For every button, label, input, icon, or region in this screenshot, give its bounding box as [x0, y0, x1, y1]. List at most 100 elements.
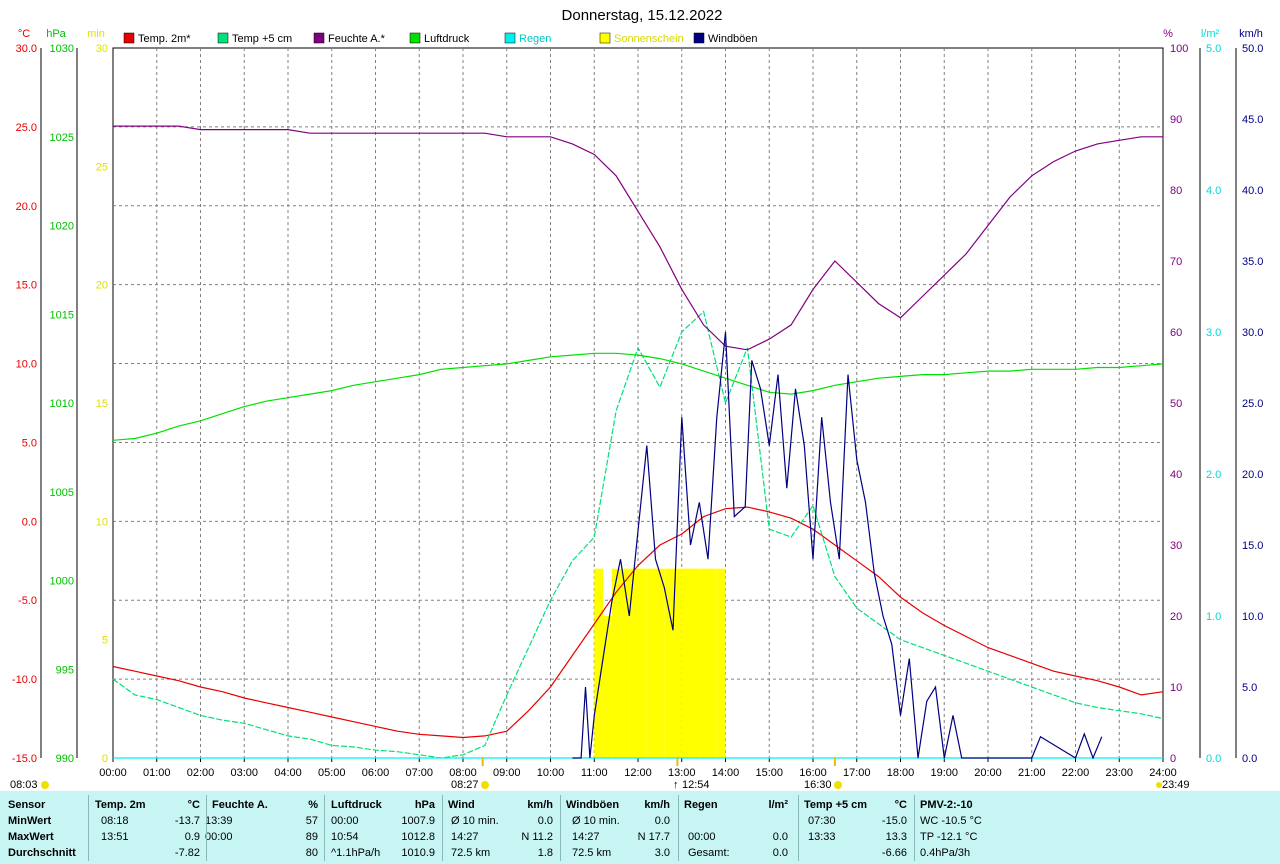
pressure-tick-label: 1015 [50, 309, 74, 321]
row-label: MaxWert [8, 831, 54, 843]
legend-swatch [504, 32, 516, 44]
humidity-time: 00:00 [205, 831, 233, 843]
legend-swatch [313, 32, 325, 44]
sun-tick-label: 15 [96, 398, 108, 410]
sunshine-bar [611, 568, 621, 758]
row-label: Durchschnitt [8, 847, 76, 859]
gust-value: 3.0 [654, 847, 670, 859]
legend-label: Regen [519, 33, 551, 45]
sunshine-bar [673, 568, 682, 758]
legend-swatch [599, 32, 611, 44]
humidity-value: 80 [305, 847, 318, 859]
legend-swatch [693, 32, 705, 44]
temp-tick-label: 5.0 [22, 437, 37, 449]
series-line [112, 352, 1164, 441]
wind-tick-label: 30.0 [1242, 327, 1263, 339]
wind-label: 14:27 [451, 831, 479, 843]
pressure-value: 1010.9 [401, 847, 435, 859]
column-separator [206, 795, 207, 861]
wind-label: Ø 10 min. [451, 815, 499, 827]
wind-tick-label: 20.0 [1242, 469, 1263, 481]
legend-label: Temp. 2m* [138, 33, 191, 45]
legend-swatch [217, 32, 229, 44]
humidity-tick-label: 40 [1170, 469, 1182, 481]
humidity-value: 57 [305, 815, 318, 827]
header-rain: Regen [684, 799, 718, 811]
humidity-time: 13:39 [205, 815, 233, 827]
gust-value: 0.0 [654, 815, 670, 827]
x-tick-label: 04:00 [274, 767, 302, 779]
pressure-tick-label: 995 [56, 664, 74, 676]
sunset-time: 16:30 [804, 779, 832, 791]
pmv-value: WC -10.5 °C [920, 815, 982, 827]
wind-tick-label: 25.0 [1242, 398, 1263, 410]
x-tick-label: 22:00 [1062, 767, 1090, 779]
temp5-value: -15.0 [881, 815, 907, 827]
temp-tick-label: -15.0 [12, 753, 37, 765]
wind-unit: km/h [1239, 28, 1263, 40]
pressure-unit: hPa [46, 28, 66, 40]
humidity-tick-label: 80 [1170, 185, 1182, 197]
pressure-tick-label: 1005 [50, 487, 74, 499]
rain-time: 00:00 [688, 831, 716, 843]
x-tick-label: 19:00 [930, 767, 958, 779]
statistics-panel: Sensor Temp. 2m °C Feuchte A.% Luftdruck hPa W… [0, 791, 1280, 864]
temp5-time: 07:30 [808, 815, 836, 827]
humidity-tick-label: 100 [1170, 43, 1188, 55]
pressure-tick-label: 1030 [50, 43, 74, 55]
sunshine-bar [690, 568, 700, 758]
sunrise-icon [41, 781, 49, 789]
header-pmv: PMV-2:-10 [920, 799, 973, 811]
column-separator [560, 795, 561, 861]
sunshine-bars [594, 568, 726, 758]
legend-label: Feuchte A.* [328, 33, 386, 45]
sunset-icon [834, 781, 842, 789]
series-lines [112, 125, 1164, 760]
temp-time: 13:51 [101, 831, 129, 843]
wind-tick-label: 0.0 [1242, 753, 1257, 765]
wind-tick-label: 40.0 [1242, 185, 1263, 197]
sunshine-bar [699, 568, 708, 758]
x-tick-label: 15:00 [755, 767, 783, 779]
temp-tick-label: 25.0 [16, 122, 37, 134]
wind-label: 72.5 km [451, 847, 491, 859]
humidity-tick-label: 30 [1170, 540, 1182, 552]
header-pressure: Luftdruck [331, 799, 382, 811]
pressure-time: 10:54 [331, 831, 359, 843]
x-tick-label: 24:00 [1149, 767, 1177, 779]
sunshine-bar [638, 568, 647, 758]
temp-tick-label: 15.0 [16, 280, 37, 292]
legend-swatch [409, 32, 421, 44]
chart-title: Donnerstag, 15.12.2022 [562, 7, 723, 24]
sunrise-time: 08:03 [10, 779, 38, 791]
series-line [113, 125, 1163, 351]
rain-value: 0.0 [772, 847, 788, 859]
x-tick-label: 17:00 [843, 767, 871, 779]
x-tick-label: 03:00 [230, 767, 258, 779]
column-separator [914, 795, 915, 861]
pressure-time: 00:00 [331, 815, 359, 827]
temp-value: -13.7 [174, 815, 200, 827]
x-tick-label: 07:00 [405, 767, 433, 779]
pressure-tick-label: 1000 [50, 576, 74, 588]
humidity-tick-label: 70 [1170, 256, 1182, 268]
header-humidity-unit: % [308, 799, 318, 811]
legend-label: Windböen [708, 33, 758, 45]
x-tick-label: 12:00 [624, 767, 652, 779]
legend-swatch [123, 32, 135, 44]
rain-tick-label: 5.0 [1206, 43, 1221, 55]
series-line [572, 331, 1103, 760]
x-tick-label: 20:00 [974, 767, 1002, 779]
header-sensor: Sensor [8, 799, 46, 811]
x-tick-label: 13:00 [668, 767, 696, 779]
sunshine-bar [594, 568, 603, 758]
temp-tick-label: 10.0 [16, 359, 37, 371]
x-tick-label: 23:00 [1105, 767, 1133, 779]
rain-time: Gesamt: [688, 847, 730, 859]
humidity-tick-label: 10 [1170, 682, 1182, 694]
rain-unit: l/m² [1201, 28, 1220, 40]
sun-tick-label: 10 [96, 516, 108, 528]
sun-tick-label: 30 [96, 43, 108, 55]
header-gusts: Windböen [566, 799, 620, 811]
wind-tick-label: 5.0 [1242, 682, 1257, 694]
